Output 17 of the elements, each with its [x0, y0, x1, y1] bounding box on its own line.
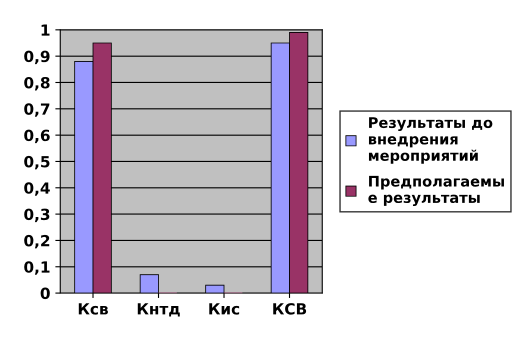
y-tick-label: 0,6 [24, 130, 50, 144]
x-tick-label: Кис [209, 303, 240, 315]
y-tick-label: 0,2 [24, 234, 50, 248]
legend-label: Предполагаемы е результаты [368, 176, 504, 206]
x-tick-label: Кнтд [138, 303, 180, 317]
y-tick-label: 0,4 [24, 182, 50, 196]
x-tick-label: КСВ [273, 303, 306, 315]
y-tick-label: 0,7 [24, 103, 50, 117]
y-tick-label: 0,9 [24, 50, 50, 64]
x-tick-label: Ксв [78, 303, 108, 315]
y-tick-label: 0,3 [24, 208, 50, 222]
y-tick-label: 0,1 [24, 261, 50, 275]
y-tick-label: 1 [42, 24, 50, 36]
y-tick-label: 0 [40, 288, 50, 300]
legend-label: Результаты до внедрения мероприятий [368, 117, 492, 164]
y-tick-label: 0,5 [24, 156, 50, 170]
y-tick-label: 0,8 [24, 76, 50, 90]
